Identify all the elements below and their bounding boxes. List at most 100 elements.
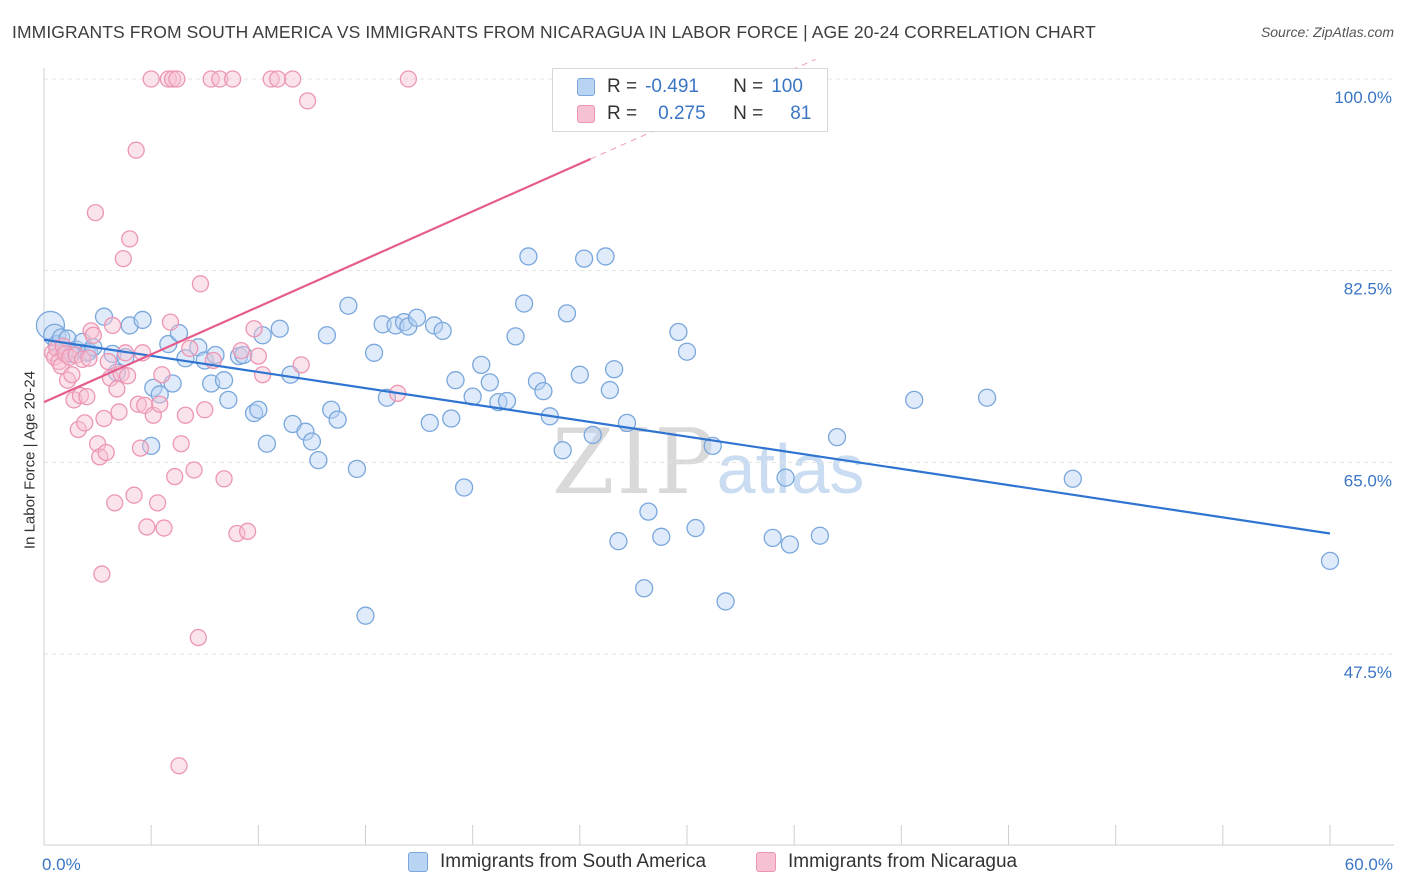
- y-tick-label: 65.0%: [1344, 471, 1392, 490]
- data-point-nicaragua: [283, 70, 302, 88]
- data-point-nicaragua: [97, 443, 115, 462]
- axes: [43, 68, 1394, 846]
- data-point-nicaragua: [185, 461, 203, 479]
- data-point-south-america: [596, 247, 615, 266]
- data-point-nicaragua: [127, 141, 145, 159]
- legend-item-nicaragua: Immigrants from Nicaragua: [756, 851, 1017, 873]
- y-tick-label: 100.0%: [1334, 88, 1392, 107]
- data-point-south-america: [442, 409, 461, 428]
- data-point-south-america: [480, 373, 499, 392]
- data-point-south-america: [302, 432, 322, 451]
- data-point-south-america: [514, 294, 534, 313]
- y-tick-label: 47.5%: [1344, 663, 1392, 682]
- data-point-south-america: [677, 342, 697, 361]
- data-point-south-america: [1063, 469, 1082, 488]
- y-axis-title: In Labor Force | Age 20-24: [21, 370, 39, 550]
- data-point-south-america: [433, 321, 452, 341]
- trend-line-south-america: [43, 338, 1331, 535]
- data-point-south-america: [776, 468, 795, 487]
- data-point-south-america: [553, 441, 572, 460]
- data-point-nicaragua: [131, 439, 150, 457]
- data-point-south-america: [253, 326, 272, 345]
- grid-lines: [44, 78, 1394, 655]
- legend-r-value: -0.491: [645, 76, 699, 97]
- data-point-nicaragua: [142, 70, 160, 88]
- data-point-south-america: [150, 385, 169, 404]
- data-point-south-america: [446, 371, 465, 390]
- legend-item-south-america: Immigrants from South America: [408, 851, 706, 873]
- data-point-south-america: [249, 400, 268, 419]
- y-axis-tick-labels: 47.5% 65.0% 82.5% 100.0%: [1334, 88, 1392, 682]
- data-point-nicaragua: [191, 275, 210, 293]
- blue-swatch: [577, 78, 595, 96]
- data-point-nicaragua: [176, 406, 195, 424]
- data-point-nicaragua: [253, 366, 272, 384]
- trend-line-nicaragua: [43, 157, 591, 404]
- data-point-nicaragua: [292, 356, 310, 374]
- data-point-nicaragua: [48, 339, 66, 358]
- legend-row-nicaragua: R = 0.275 N = 81: [553, 100, 811, 128]
- data-point-south-america: [583, 425, 602, 445]
- data-point-nicaragua: [121, 230, 139, 248]
- data-point-nicaragua: [93, 565, 111, 583]
- data-point-nicaragua: [298, 92, 317, 110]
- data-point-nicaragua: [106, 494, 124, 512]
- data-point-south-america: [144, 378, 163, 398]
- source-credit: Source: ZipAtlas.com: [1260, 24, 1394, 40]
- legend-r-label: R =: [607, 76, 638, 97]
- data-point-south-america: [634, 579, 654, 598]
- data-point-nicaragua: [138, 518, 156, 536]
- data-point-nicaragua: [262, 70, 280, 88]
- data-point-nicaragua: [245, 320, 263, 338]
- data-point-south-america: [317, 326, 337, 345]
- data-point-nicaragua: [228, 524, 246, 543]
- data-point-nicaragua: [268, 70, 287, 88]
- data-point-nicaragua: [211, 70, 229, 88]
- data-point-nicaragua: [61, 348, 79, 366]
- data-point-nicaragua: [108, 380, 126, 398]
- legend-r-value: 0.275: [658, 103, 706, 124]
- data-point-nicaragua: [232, 341, 250, 360]
- pink-swatch: [756, 852, 776, 872]
- data-point-nicaragua: [153, 366, 171, 384]
- data-point-nicaragua: [399, 70, 418, 88]
- data-point-south-america: [570, 365, 589, 384]
- data-point-south-america: [364, 343, 384, 362]
- data-point-south-america: [780, 535, 800, 554]
- data-point-nicaragua: [144, 406, 162, 424]
- data-point-nicaragua: [71, 386, 90, 405]
- data-point-south-america: [219, 390, 238, 410]
- data-point-south-america: [407, 308, 427, 327]
- data-point-nicaragua: [129, 395, 147, 413]
- data-point-nicaragua: [110, 403, 128, 421]
- watermark-atlas: atlas: [716, 430, 865, 508]
- data-point-nicaragua: [170, 757, 188, 775]
- legend-n-label: N =: [733, 103, 764, 124]
- x-tick-label: 60.0%: [1345, 855, 1393, 874]
- data-point-south-america: [1320, 551, 1340, 571]
- x-axis-ticks: [43, 825, 1331, 845]
- data-point-nicaragua: [223, 70, 242, 88]
- data-point-nicaragua: [196, 401, 214, 419]
- x-axis-tick-labels: 0.0% 60.0%: [42, 855, 1393, 874]
- legend-label-south-america: Immigrants from South America: [440, 851, 707, 872]
- data-point-south-america: [519, 247, 538, 266]
- data-point-south-america: [454, 478, 474, 497]
- data-point-south-america: [810, 526, 830, 545]
- data-point-nicaragua: [69, 420, 87, 439]
- legend-n-value: 100: [771, 76, 803, 97]
- data-point-nicaragua: [99, 352, 117, 371]
- x-tick-label: 0.0%: [42, 855, 81, 874]
- data-point-south-america: [506, 327, 525, 346]
- data-point-nicaragua: [215, 470, 233, 488]
- data-point-south-america: [669, 322, 688, 342]
- data-point-nicaragua: [155, 519, 173, 537]
- data-point-south-america: [373, 315, 392, 334]
- correlation-legend: R = -0.491 N = 100 R = 0.275 N = 81: [552, 68, 828, 132]
- data-point-nicaragua: [166, 467, 184, 486]
- data-point-south-america: [328, 410, 347, 429]
- data-point-south-america: [527, 372, 547, 391]
- data-point-nicaragua: [80, 349, 98, 367]
- y-tick-label: 82.5%: [1344, 280, 1392, 299]
